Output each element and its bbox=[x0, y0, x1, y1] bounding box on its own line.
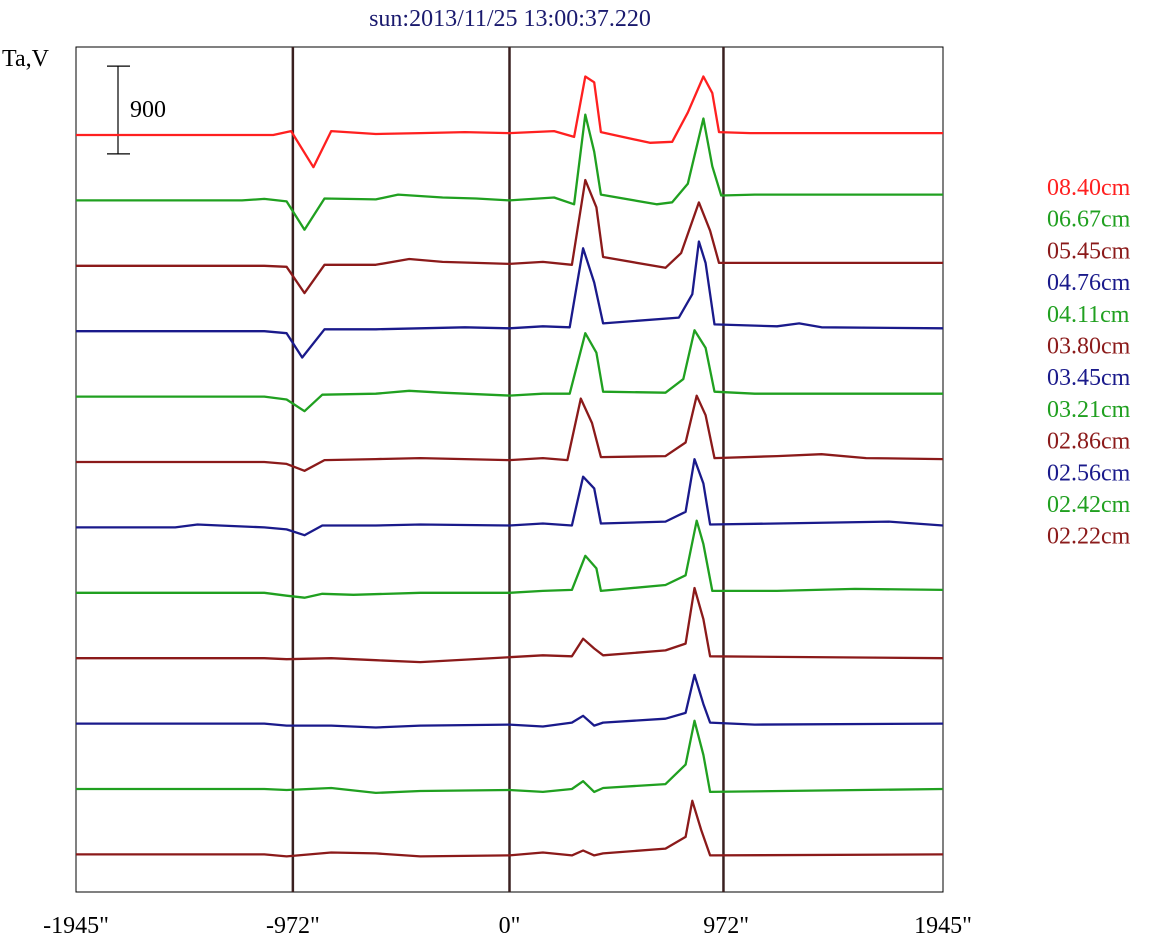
legend-item-02.86cm: 02.86cm bbox=[1047, 429, 1131, 455]
series-line-03.45cm bbox=[76, 458, 944, 537]
legend-item-05.45cm: 05.45cm bbox=[1047, 238, 1131, 264]
legend-item-02.56cm: 02.56cm bbox=[1047, 460, 1131, 486]
legend-item-08.40cm: 08.40cm bbox=[1047, 175, 1131, 201]
legend-item-04.76cm: 04.76cm bbox=[1047, 270, 1131, 296]
chart-title: sun:2013/11/25 13:00:37.220 bbox=[369, 6, 651, 32]
y-axis-label: Ta,V bbox=[2, 46, 50, 72]
position-markers bbox=[291, 47, 725, 892]
legend-item-02.42cm: 02.42cm bbox=[1047, 492, 1131, 518]
series-line-06.67cm bbox=[76, 113, 943, 231]
series-traces bbox=[76, 75, 944, 858]
x-axis-ticks: -1945" -972" 0" 972" 1945" bbox=[43, 913, 972, 939]
series-line-03.80cm bbox=[76, 394, 944, 472]
x-tick-label-0: -1945" bbox=[43, 913, 109, 939]
series-line-02.56cm bbox=[76, 673, 944, 729]
series-line-02.86cm bbox=[76, 586, 944, 664]
series-line-02.42cm bbox=[76, 719, 944, 795]
series-line-02.22cm bbox=[76, 799, 944, 858]
series-line-03.21cm bbox=[76, 519, 944, 599]
legend-item-06.67cm: 06.67cm bbox=[1047, 207, 1131, 233]
legend: 08.40cm 06.67cm 05.45cm 04.76cm 04.11cm 03.80… bbox=[1047, 175, 1131, 550]
legend-item-03.45cm: 03.45cm bbox=[1047, 365, 1131, 391]
series-line-04.76cm bbox=[76, 240, 944, 359]
scale-bar-label: 900 bbox=[130, 97, 166, 123]
x-tick-label-4: 1945" bbox=[914, 913, 972, 939]
series-line-04.11cm bbox=[76, 329, 943, 413]
series-line-05.45cm bbox=[76, 178, 943, 295]
x-tick-label-1: -972" bbox=[266, 913, 320, 939]
legend-item-04.11cm: 04.11cm bbox=[1047, 302, 1130, 328]
x-tick-label-2: 0" bbox=[499, 913, 521, 939]
legend-item-03.21cm: 03.21cm bbox=[1047, 397, 1131, 423]
x-tick-label-3: 972" bbox=[703, 913, 749, 939]
scale-bar: 900 bbox=[107, 65, 166, 155]
series-line-08.40cm bbox=[76, 75, 943, 169]
legend-item-03.80cm: 03.80cm bbox=[1047, 334, 1131, 360]
legend-item-02.22cm: 02.22cm bbox=[1047, 524, 1131, 550]
